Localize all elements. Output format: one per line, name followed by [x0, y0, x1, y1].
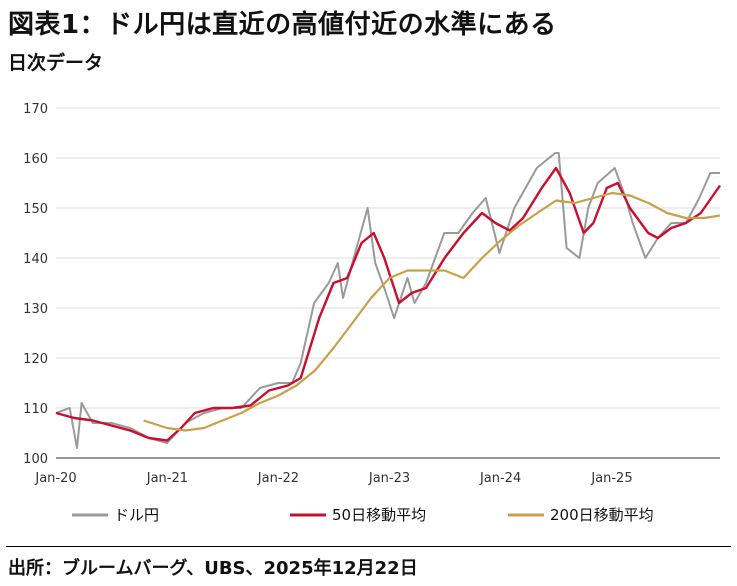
legend-label-ma200: 200日移動平均: [550, 506, 654, 524]
y-tick-label-170: 170: [23, 102, 48, 117]
legend-label-ma50: 50日移動平均: [332, 506, 426, 524]
y-tick-label-140: 140: [23, 252, 48, 267]
series-line-ma50: [55, 166, 721, 442]
x-tick-label-jan-21: Jan-21: [146, 471, 188, 486]
legend-label-spot: ドル円: [114, 506, 159, 524]
series-line-spot: [55, 152, 720, 449]
source-note: 出所：ブルームバーグ、UBS、2025年12月22日: [8, 558, 418, 579]
x-tick-label-jan-22: Jan-22: [257, 471, 299, 486]
chart-title: 図表1：ドル円は直近の高値付近の水準にある: [8, 10, 557, 40]
series-line-ma200: [143, 191, 721, 432]
x-tick-label-jan-20: Jan-20: [34, 471, 76, 486]
y-tick-label-160: 160: [23, 152, 48, 167]
x-tick-label-jan-23: Jan-23: [368, 471, 410, 486]
y-tick-label-120: 120: [23, 352, 48, 367]
chart-subtitle: 日次データ: [8, 52, 104, 74]
x-tick-label-jan-24: Jan-24: [479, 471, 521, 486]
source-divider: [6, 546, 731, 547]
y-tick-label-130: 130: [23, 302, 48, 317]
y-tick-label-100: 100: [23, 452, 48, 467]
y-tick-label-110: 110: [23, 402, 48, 417]
line-chart: 100 110 120 130 140 150 160 170 Jan-20 Jan-21 Jan-…: [23, 102, 721, 524]
x-tick-label-jan-25: Jan-25: [590, 471, 632, 486]
y-tick-label-150: 150: [23, 202, 48, 217]
